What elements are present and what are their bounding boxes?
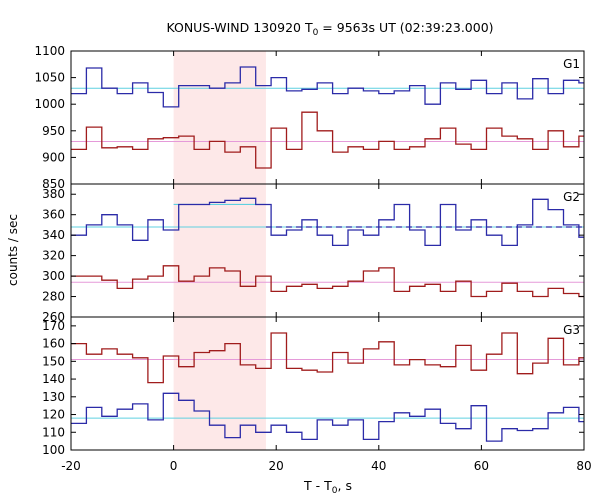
- y-tick-label: 900: [42, 150, 65, 164]
- y-tick-label: 110: [42, 425, 65, 439]
- signal-interval-shade: [173, 51, 266, 184]
- x-axis-label: T - T0, s: [303, 478, 352, 496]
- y-tick-label: 360: [42, 208, 65, 222]
- x-tick-label: 20: [269, 459, 284, 473]
- signal-interval-shade: [173, 317, 266, 450]
- y-axis-label: counts / sec: [6, 214, 20, 286]
- histogram-series-blue: [71, 66, 584, 108]
- y-tick-label: 1000: [34, 97, 65, 111]
- y-tick-label: 170: [42, 319, 65, 333]
- panel-frame: [70, 316, 585, 451]
- y-tick-label: 340: [42, 228, 65, 242]
- x-tick-label: 60: [474, 459, 489, 473]
- panel-frame: [70, 50, 585, 185]
- y-tick-label: 260: [42, 310, 65, 324]
- x-tick-label: 80: [576, 459, 591, 473]
- histogram-series-red: [71, 111, 584, 169]
- panel-label: G2: [563, 190, 580, 204]
- y-tick-label: 850: [42, 177, 65, 191]
- chart-title: KONUS-WIND 130920 T0 = 9563s UT (02:39:2…: [166, 20, 493, 38]
- panel-label: G3: [563, 323, 580, 337]
- x-tick-label: 0: [170, 459, 178, 473]
- y-tick-label: 1050: [34, 71, 65, 85]
- histogram-series-red: [71, 265, 584, 298]
- panels: 850900950100010501100G126028030032034036…: [34, 44, 591, 473]
- x-tick-label: -20: [61, 459, 81, 473]
- panel-g1: 850 900 950 1000 1050 1100 G1: [34, 44, 585, 191]
- signal-interval-shade: [173, 184, 266, 317]
- y-tick-label: 160: [42, 337, 65, 351]
- histogram-series-blue: [71, 392, 584, 442]
- y-tick-label: 100: [42, 443, 65, 457]
- y-tick-label: 380: [42, 187, 65, 201]
- y-tick-label: 1100: [34, 44, 65, 58]
- y-tick-label: 120: [42, 408, 65, 422]
- panel-g3: 100 110 120 130 140 150 160 170 G3: [42, 316, 585, 457]
- panel-g2: 260 280 300 320 340 360 380 G2: [42, 183, 585, 324]
- panel-frame: [70, 183, 585, 318]
- y-tick-label: 300: [42, 269, 65, 283]
- y-tick-label: 320: [42, 249, 65, 263]
- histogram-series-red: [71, 332, 584, 384]
- y-tick-label: 150: [42, 354, 65, 368]
- y-tick-label: 140: [42, 372, 65, 386]
- histogram-series-blue: [71, 197, 584, 247]
- x-tick-label: 40: [371, 459, 386, 473]
- panel-label: G1: [563, 57, 580, 71]
- y-tick-label: 280: [42, 290, 65, 304]
- y-tick-label: 950: [42, 124, 65, 138]
- y-tick-label: 130: [42, 390, 65, 404]
